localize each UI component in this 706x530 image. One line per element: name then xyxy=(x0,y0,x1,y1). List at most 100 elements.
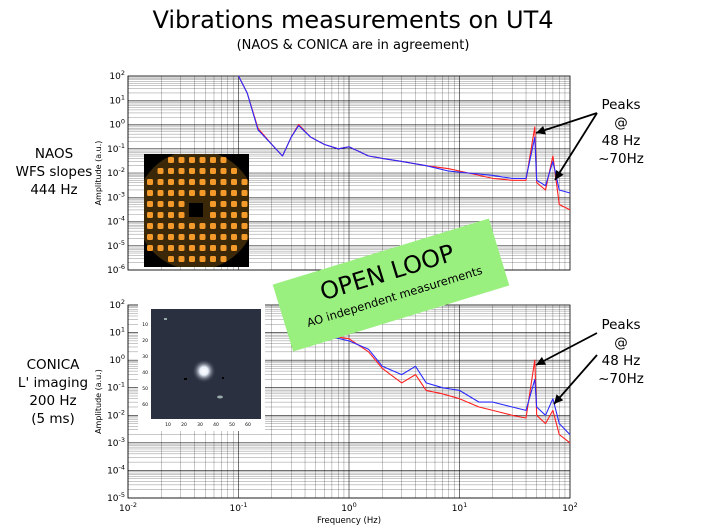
wfs-spot xyxy=(199,190,206,196)
wfs-spot xyxy=(241,190,248,196)
wfs-spot xyxy=(178,234,185,240)
conica-label-line: (5 ms) xyxy=(31,411,75,427)
x-tick-label: 100 xyxy=(341,501,357,514)
peak-arrow-shaft xyxy=(554,112,598,181)
wfs-spot xyxy=(168,212,174,218)
psf-core xyxy=(192,359,216,383)
wfs-spot xyxy=(199,245,206,251)
wfs-spot xyxy=(157,245,164,251)
peak-arrow xyxy=(535,332,598,366)
wfs-spot xyxy=(199,157,206,163)
y-tick-label: 10-5 xyxy=(107,239,125,252)
wfs-spot xyxy=(199,168,206,174)
peak-arrow xyxy=(554,112,598,181)
wfs-spot xyxy=(199,223,206,229)
wfs-spot xyxy=(157,190,164,196)
wfs-spot xyxy=(178,168,185,174)
wfs-spot xyxy=(168,179,174,185)
series-line-blue xyxy=(324,334,571,435)
wfs-spot xyxy=(157,168,164,174)
y-tick-label: 10-5 xyxy=(107,491,125,504)
wfs-spot xyxy=(147,223,153,229)
naos-label-line: WFS slopes xyxy=(15,164,93,180)
wfs-spot xyxy=(210,157,216,163)
wfs-central-obscuration xyxy=(189,203,203,217)
wfs-spot xyxy=(147,245,153,251)
wfs-spot xyxy=(168,168,174,174)
wfs-spot xyxy=(220,201,227,207)
wfs-spot xyxy=(189,256,195,262)
wfs-spot xyxy=(199,179,206,185)
peak-arrow xyxy=(553,354,598,405)
wfs-spot xyxy=(241,234,248,240)
conica-label-line: CONICA xyxy=(26,357,80,373)
naos-label-line: NAOS xyxy=(34,146,74,162)
conica-label-line: 200 Hz xyxy=(29,393,77,409)
wfs-spot xyxy=(241,201,248,207)
conica-label: CONICA L' imaging 200 Hz (5 ms) xyxy=(12,356,94,428)
wfs-spot xyxy=(157,179,164,185)
y-tick-label: 10-6 xyxy=(107,263,125,276)
conica-psf-image: 10 20 30 40 50 60 10 20 30 40 50 60 xyxy=(138,301,265,431)
wfs-spot xyxy=(168,157,174,163)
peaks-label-line: ~70Hz xyxy=(598,151,644,167)
peaks-label-top: Peaks @ 48 Hz ~70Hz xyxy=(584,96,658,168)
wfs-spot xyxy=(231,190,237,196)
wfs-spot xyxy=(199,234,206,240)
wfs-spot xyxy=(189,234,195,240)
peaks-label-line: @ xyxy=(614,335,628,351)
y-tick-label: 10-1 xyxy=(107,142,125,155)
peaks-label-line: 48 Hz xyxy=(601,353,641,369)
wfs-spot xyxy=(189,179,195,185)
y-tick-label: 102 xyxy=(109,298,125,311)
naos-label-line: 444 Hz xyxy=(30,182,78,198)
wfs-spot xyxy=(157,212,164,218)
y-axis-label: Amplitude (a.u.) xyxy=(94,369,103,434)
conica-psf-plot: 10 20 30 40 50 60 10 20 30 40 50 60 xyxy=(142,309,261,428)
wfs-spot xyxy=(210,168,216,174)
psf-x-tick: 50 xyxy=(229,422,235,428)
wfs-spot xyxy=(231,223,237,229)
wfs-spot xyxy=(189,245,195,251)
x-tick-label: 10-1 xyxy=(230,501,248,514)
wfs-spot xyxy=(178,245,185,251)
wfs-spot xyxy=(210,179,216,185)
wfs-spot xyxy=(178,190,185,196)
psf-y-tick: 60 xyxy=(142,402,148,408)
y-tick-label: 10-3 xyxy=(107,190,125,203)
psf-y-tick: 10 xyxy=(142,322,148,328)
wfs-spot xyxy=(210,201,216,207)
wfs-spot xyxy=(178,157,185,163)
wfs-spot xyxy=(147,212,153,218)
wfs-spot xyxy=(168,223,174,229)
y-tick-label: 10-4 xyxy=(107,463,125,476)
wfs-spot xyxy=(231,168,237,174)
peaks-label-line: @ xyxy=(614,115,628,131)
psf-x-tick: 60 xyxy=(245,422,251,428)
psf-x-tick: 30 xyxy=(197,422,203,428)
wfs-spot xyxy=(231,201,237,207)
wfs-spot xyxy=(210,256,216,262)
psf-y-tick: 50 xyxy=(142,386,148,392)
wfs-spot xyxy=(220,157,227,163)
x-axis-label: Frequency (Hz) xyxy=(317,516,381,526)
wfs-spot xyxy=(147,234,153,240)
peak-arrow-head xyxy=(536,356,547,365)
wfs-spot xyxy=(220,190,227,196)
wfs-spot xyxy=(199,256,206,262)
series-line-red xyxy=(324,334,571,444)
wfs-spot xyxy=(189,190,195,196)
wfs-spot xyxy=(178,212,185,218)
wfs-spot xyxy=(210,234,216,240)
wfs-spot xyxy=(147,190,153,196)
wfs-spot xyxy=(157,201,164,207)
y-tick-label: 10-3 xyxy=(107,436,125,449)
wfs-spot xyxy=(147,201,153,207)
psf-y-tick: 40 xyxy=(142,370,148,376)
wfs-spot xyxy=(220,212,227,218)
peaks-label-line: Peaks xyxy=(601,317,641,333)
series-line-blue xyxy=(238,75,571,194)
x-tick-label: 101 xyxy=(452,501,468,514)
psf-x-tick: 20 xyxy=(181,422,187,428)
psf-speck xyxy=(184,378,187,380)
